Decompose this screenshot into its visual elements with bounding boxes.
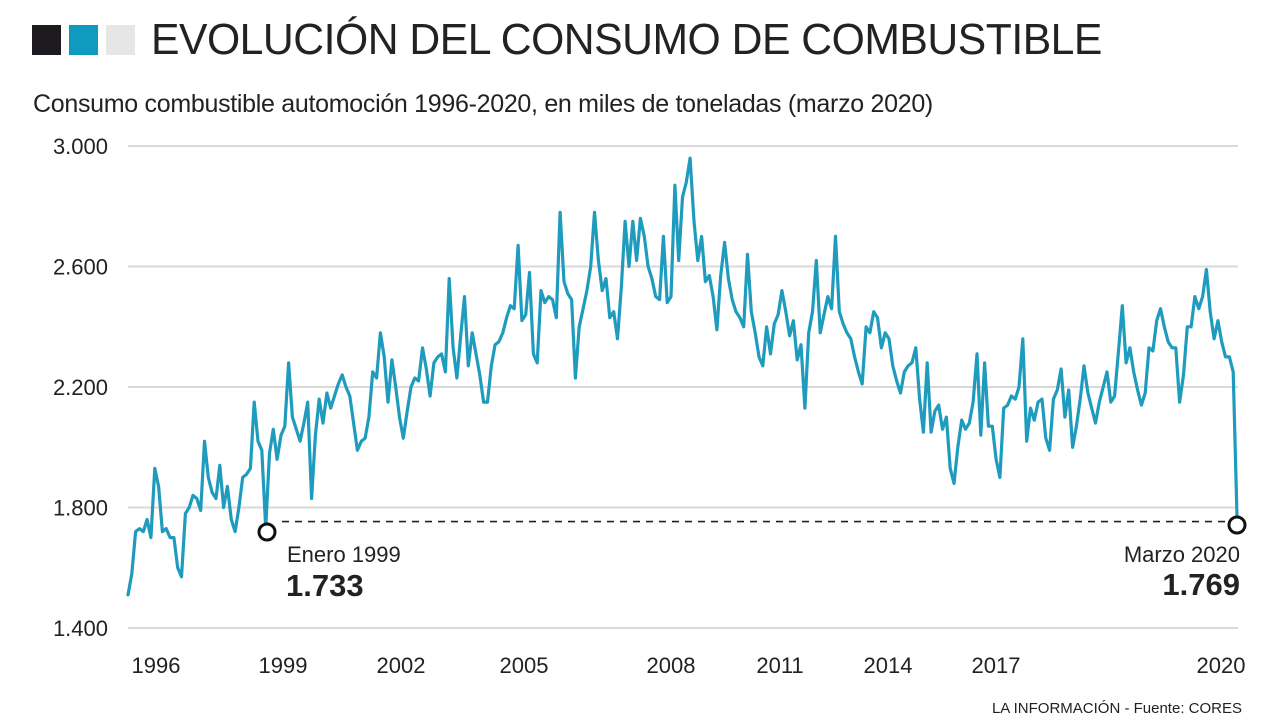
series-line — [126, 156, 1239, 597]
source-credit: LA INFORMACIÓN - Fuente: CORES — [991, 700, 1242, 717]
y-tick-label: 2.600 — [53, 255, 108, 280]
decor-square-blue — [69, 25, 98, 55]
x-tick-label: 2008 — [647, 653, 696, 678]
x-tick-label: 2020 — [1197, 653, 1246, 678]
x-tick-label: 1996 — [132, 653, 181, 678]
x-tick-label: 2017 — [972, 653, 1021, 678]
chart-header: EVOLUCIÓN DEL CONSUMO DE COMBUSTIBLE — [32, 18, 1131, 62]
annotation-marker-mar-2020 — [1227, 515, 1247, 535]
y-tick-label: 1.400 — [53, 616, 108, 641]
y-tick-label: 3.000 — [53, 134, 108, 159]
chart-title: EVOLUCIÓN DEL CONSUMO DE COMBUSTIBLE — [151, 15, 1102, 64]
decor-square-dark — [32, 25, 61, 55]
annotation-value-marzo-2020: 1.769 — [1162, 567, 1240, 602]
annotation-label-marzo-2020: Marzo 2020 — [1124, 542, 1240, 567]
annotation-label-enero-1999: Enero 1999 — [287, 542, 401, 567]
y-tick-label: 2.200 — [53, 375, 108, 400]
chart-subtitle: Consumo combustible automoción 1996-2020… — [33, 90, 933, 118]
x-tick-label: 2011 — [756, 653, 803, 678]
decor-square-light — [106, 25, 135, 55]
y-tick-label: 1.800 — [53, 496, 108, 521]
x-tick-label: 2005 — [500, 653, 549, 678]
annotation-marker-min-1999 — [257, 522, 277, 542]
x-tick-label: 2014 — [864, 653, 913, 678]
annotation-value-enero-1999: 1.733 — [286, 568, 364, 603]
x-tick-label: 2002 — [377, 653, 426, 678]
x-tick-label: 1999 — [259, 653, 308, 678]
